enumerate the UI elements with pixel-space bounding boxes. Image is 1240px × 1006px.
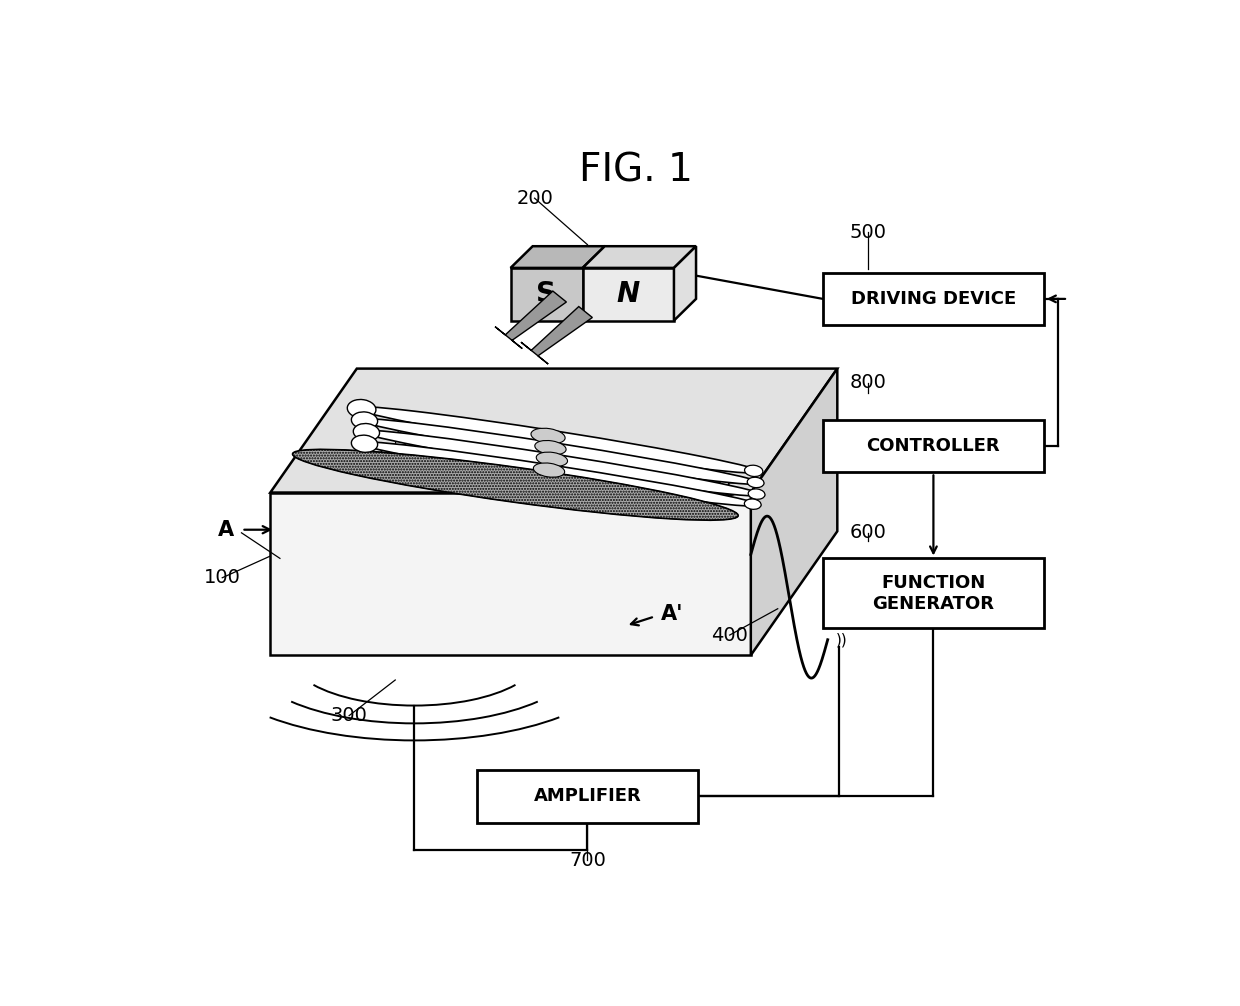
Text: 110: 110 — [548, 443, 585, 462]
Polygon shape — [270, 368, 837, 493]
Text: 111: 111 — [374, 443, 412, 462]
Ellipse shape — [351, 411, 378, 430]
Text: 100: 100 — [203, 568, 241, 588]
Text: AMPLIFIER: AMPLIFIER — [533, 787, 641, 805]
Polygon shape — [521, 307, 593, 364]
Ellipse shape — [744, 499, 761, 509]
Text: FUNCTION
GENERATOR: FUNCTION GENERATOR — [873, 573, 994, 613]
Ellipse shape — [358, 430, 764, 496]
Text: )): )) — [836, 632, 847, 647]
Text: DRIVING DEVICE: DRIVING DEVICE — [851, 290, 1016, 308]
Text: 114: 114 — [668, 475, 706, 494]
Bar — [477, 770, 698, 823]
Text: FIG. 1: FIG. 1 — [579, 152, 692, 190]
Text: 113: 113 — [548, 462, 585, 480]
Ellipse shape — [748, 489, 765, 499]
Ellipse shape — [357, 418, 764, 485]
Polygon shape — [270, 493, 751, 655]
Ellipse shape — [744, 465, 763, 477]
Text: 200: 200 — [516, 189, 553, 207]
Polygon shape — [495, 291, 567, 348]
Polygon shape — [583, 246, 696, 268]
Text: A': A' — [661, 605, 683, 624]
Text: S: S — [536, 281, 556, 308]
Text: 800: 800 — [849, 373, 887, 392]
Ellipse shape — [293, 450, 738, 520]
Ellipse shape — [353, 424, 379, 441]
Ellipse shape — [531, 429, 565, 444]
Text: 500: 500 — [849, 222, 887, 241]
Polygon shape — [511, 268, 583, 321]
Text: 300: 300 — [331, 706, 367, 725]
Text: CONTROLLER: CONTROLLER — [867, 437, 1001, 455]
Bar — [823, 420, 1044, 473]
Text: 400: 400 — [712, 626, 748, 645]
Text: A: A — [218, 520, 234, 540]
Polygon shape — [511, 246, 605, 268]
Ellipse shape — [748, 477, 764, 488]
Bar — [823, 558, 1044, 628]
Ellipse shape — [536, 452, 568, 467]
Bar — [823, 273, 1044, 325]
Polygon shape — [675, 246, 696, 321]
Text: N: N — [616, 281, 640, 308]
Text: 112: 112 — [420, 443, 458, 462]
Polygon shape — [583, 268, 675, 321]
Ellipse shape — [353, 406, 763, 473]
Ellipse shape — [357, 442, 760, 506]
Ellipse shape — [534, 441, 567, 455]
Text: 700: 700 — [569, 851, 606, 870]
Ellipse shape — [351, 436, 378, 453]
Text: 115: 115 — [702, 482, 739, 501]
Polygon shape — [751, 368, 837, 655]
Ellipse shape — [347, 399, 376, 418]
Ellipse shape — [533, 463, 564, 477]
Text: 600: 600 — [849, 523, 887, 542]
